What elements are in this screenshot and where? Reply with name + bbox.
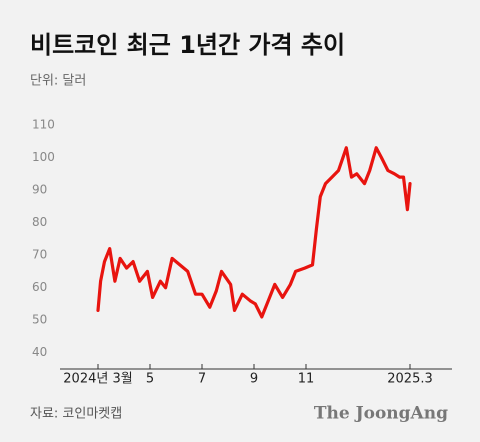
source: 자료: 코인마켓캡 [30,407,122,422]
y-tick-label: 60 [32,280,47,294]
y-tick-label: 110 [32,118,55,132]
x-tick-label: 2024년 3월 [63,372,132,387]
y-tick-label: 50 [32,313,47,327]
y-tick-label: 100 [32,150,55,164]
x-tick-label: 2025.3 [387,372,433,387]
price-line [96,146,412,319]
x-tick-label: 7 [198,372,206,387]
x-tick-label: 9 [250,372,258,387]
y-tick-label: 40 [32,345,47,359]
y-tick-label: 90 [32,183,47,197]
y-tick-label: 70 [32,248,47,262]
x-tick-label: 11 [298,372,315,387]
x-tick-label: 5 [146,372,154,387]
chart-subtitle: 단위: 달러 [30,74,86,89]
chart-title: 비트코인 최근 1년간 가격 추이 [30,31,345,59]
brand: The JoongAng [314,404,448,424]
y-tick-label: 80 [32,215,47,229]
